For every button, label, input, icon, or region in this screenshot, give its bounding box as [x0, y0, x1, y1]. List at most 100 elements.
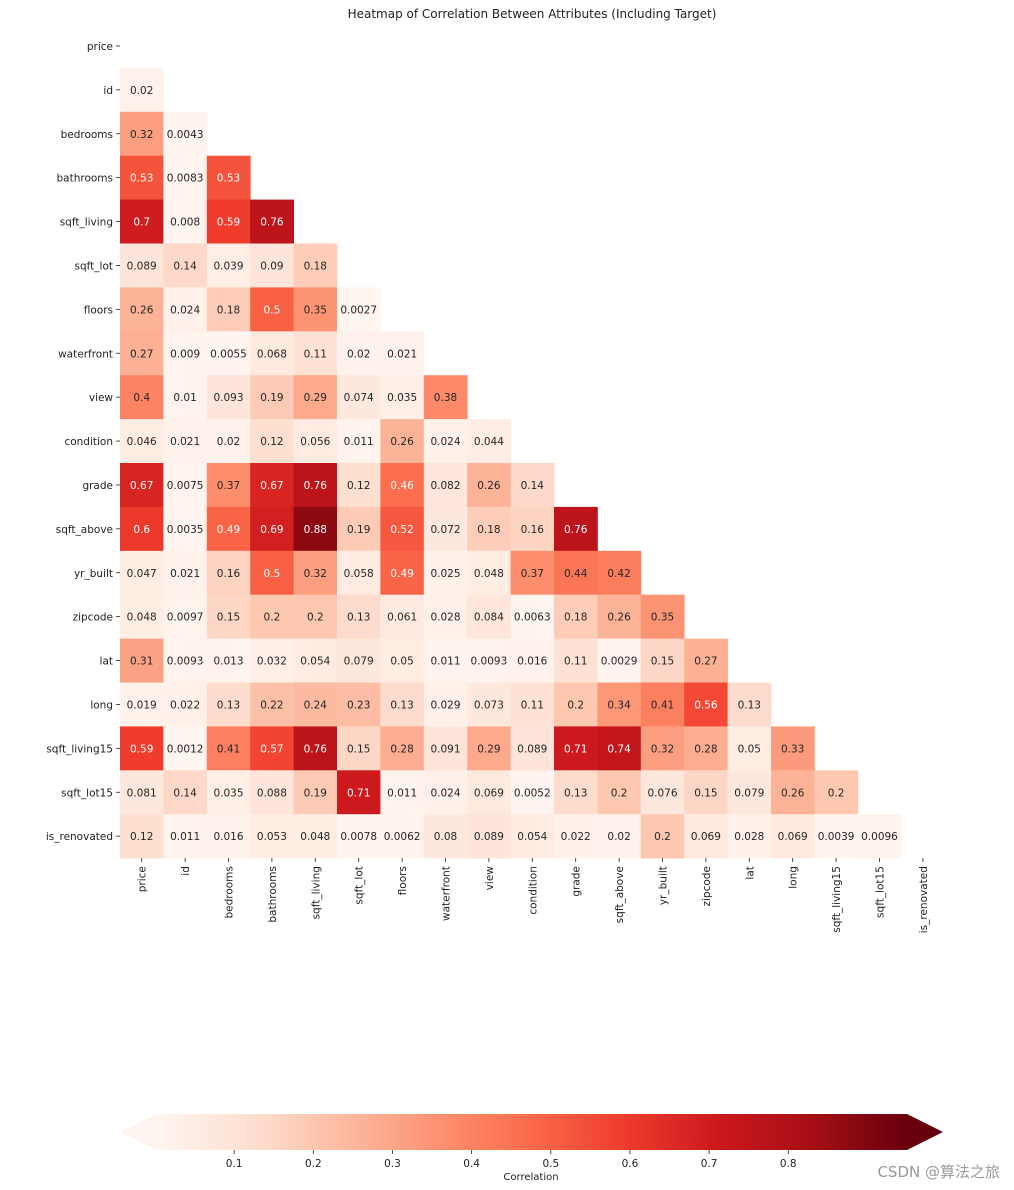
- heatmap-cell-sqft_lot15-long: [771, 770, 815, 815]
- heatmap-cell-yr_built-floors: [380, 550, 425, 596]
- cell-value-label: 0.53: [130, 173, 153, 185]
- cell-value-label: 0.14: [173, 787, 197, 799]
- heatmap-cell-sqft_lot15-lat: [727, 770, 772, 815]
- cell-value-label: 0.7: [133, 217, 150, 229]
- cell-value-label: 0.11: [521, 699, 544, 711]
- heatmap-cell-long-yr_built: [640, 682, 685, 727]
- cell-value-label: 0.88: [304, 524, 327, 536]
- heatmap-cell-zipcode-sqft_above: [597, 594, 642, 639]
- cell-value-label: 0.57: [260, 743, 283, 755]
- heatmap-cell-sqft_living15-long: [771, 726, 815, 771]
- heatmap-cell-zipcode-condition: [510, 594, 555, 639]
- heatmap-cell-long-grade: [554, 682, 598, 727]
- colorbar-tick-label: 0.5: [542, 1158, 559, 1170]
- cell-value-label: 0.19: [347, 524, 370, 536]
- x-tick-label-long: long: [788, 866, 800, 889]
- heatmap-cell-grade-sqft_lot: [337, 463, 381, 508]
- cell-value-label: 0.0043: [167, 129, 204, 141]
- cell-value-label: 0.068: [257, 348, 287, 360]
- y-tick-label-bedrooms: bedrooms: [61, 129, 113, 141]
- colorbar-min-extend: [120, 1114, 155, 1150]
- cell-value-label: 0.025: [430, 568, 460, 580]
- cell-value-label: 0.091: [430, 743, 460, 755]
- heatmap-cell-sqft_above-waterfront: [423, 506, 468, 552]
- cell-value-label: 0.02: [130, 85, 153, 97]
- heatmap-cell-sqft_living15-bedrooms: [206, 726, 251, 771]
- heatmap-cell-zipcode-bedrooms: [206, 594, 251, 639]
- x-tick-label-condition: condition: [527, 866, 539, 915]
- heatmap-cell-bedrooms-price: [120, 111, 164, 157]
- cell-value-label: 0.029: [430, 699, 460, 711]
- cell-value-label: 0.024: [430, 787, 460, 799]
- heatmap-cell-sqft_lot15-condition: [510, 770, 555, 815]
- cell-value-label: 0.32: [304, 568, 327, 580]
- cell-value-label: 0.13: [217, 699, 240, 711]
- heatmap-cell-sqft_above-price: [120, 506, 164, 552]
- heatmap-cell-lat-grade: [554, 638, 598, 683]
- colorbar-tick-label: 0.7: [701, 1158, 718, 1170]
- cell-value-label: 0.0062: [384, 831, 421, 843]
- heatmap-cell-sqft_above-view: [467, 506, 511, 552]
- heatmap-cell-sqft_living15-bathrooms: [250, 726, 294, 771]
- heatmap-cell-yr_built-sqft_above: [597, 550, 642, 596]
- heatmap-cell-is_renovated-sqft_above: [597, 814, 642, 859]
- heatmap-cell-bedrooms-id: [163, 111, 208, 157]
- heatmap-cell-sqft_above-sqft_lot: [337, 506, 381, 552]
- heatmap-cell-long-id: [163, 682, 208, 727]
- heatmap-cell-grade-floors: [380, 463, 425, 508]
- heatmap-cell-zipcode-floors: [380, 594, 425, 639]
- x-tick-label-bedrooms: bedrooms: [224, 866, 236, 918]
- cell-value-label: 0.13: [738, 699, 761, 711]
- cell-value-label: 0.088: [257, 787, 287, 799]
- cell-value-label: 0.4: [133, 392, 150, 404]
- cell-value-label: 0.59: [217, 217, 240, 229]
- heatmap-cell-yr_built-id: [163, 550, 208, 596]
- x-tick-label-id: id: [180, 866, 192, 876]
- heatmap-cell-sqft_above-floors: [380, 506, 425, 552]
- heatmap-cell-grade-bedrooms: [206, 463, 251, 508]
- cell-value-label: 0.044: [474, 436, 504, 448]
- heatmap-cell-is_renovated-floors: [380, 814, 425, 859]
- heatmap-cell-is_renovated-zipcode: [684, 814, 728, 859]
- heatmap-cell-waterfront-price: [120, 331, 164, 376]
- cell-value-label: 0.74: [607, 743, 631, 755]
- heatmap-cell-sqft_living15-yr_built: [640, 726, 685, 771]
- cell-value-label: 0.069: [691, 831, 721, 843]
- cell-value-label: 0.26: [607, 612, 631, 624]
- heatmap-cell-is_renovated-lat: [727, 814, 772, 859]
- cell-value-label: 0.048: [300, 831, 330, 843]
- cell-value-label: 0.011: [387, 787, 417, 799]
- heatmap-cell-view-floors: [380, 375, 425, 420]
- heatmap-cell-condition-bedrooms: [206, 419, 251, 464]
- cell-value-label: 0.12: [260, 436, 283, 448]
- heatmap-cell-view-price: [120, 375, 164, 420]
- colorbar: 0.1 0.2 0.3 0.4 0.5 0.6 0.7 0.8: [120, 1114, 943, 1170]
- heatmap-cell-yr_built-sqft_lot: [337, 550, 381, 596]
- cell-value-label: 0.37: [521, 568, 544, 580]
- cell-value-label: 0.01: [173, 392, 196, 404]
- cell-value-label: 0.76: [260, 217, 284, 229]
- heatmap-cell-grade-price: [120, 463, 164, 508]
- cell-value-label: 0.14: [521, 480, 545, 492]
- heatmap-cell-long-sqft_lot: [337, 682, 381, 727]
- cell-value-label: 0.05: [738, 743, 761, 755]
- heatmap-cell-lat-sqft_above: [597, 638, 642, 683]
- cell-value-label: 0.2: [264, 612, 281, 624]
- cell-value-label: 0.33: [781, 743, 804, 755]
- cell-value-label: 0.69: [260, 524, 283, 536]
- heatmap-cell-yr_built-sqft_living: [293, 550, 338, 596]
- cell-value-label: 0.49: [217, 524, 240, 536]
- cell-value-label: 0.008: [170, 217, 200, 229]
- y-tick-label-grade: grade: [82, 480, 113, 492]
- cell-value-label: 0.0029: [601, 656, 638, 668]
- heatmap-cell-sqft_living15-view: [467, 726, 511, 771]
- cell-value-label: 0.28: [390, 743, 413, 755]
- cell-value-label: 0.13: [347, 612, 370, 624]
- cell-value-label: 0.29: [477, 743, 500, 755]
- cell-value-label: 0.38: [434, 392, 457, 404]
- heatmap-cell-yr_built-condition: [510, 550, 555, 596]
- cell-value-label: 0.76: [304, 480, 328, 492]
- heatmap-cell-floors-bathrooms: [250, 287, 294, 332]
- y-tick-label-id: id: [103, 85, 113, 97]
- heatmap-cell-floors-id: [163, 287, 208, 332]
